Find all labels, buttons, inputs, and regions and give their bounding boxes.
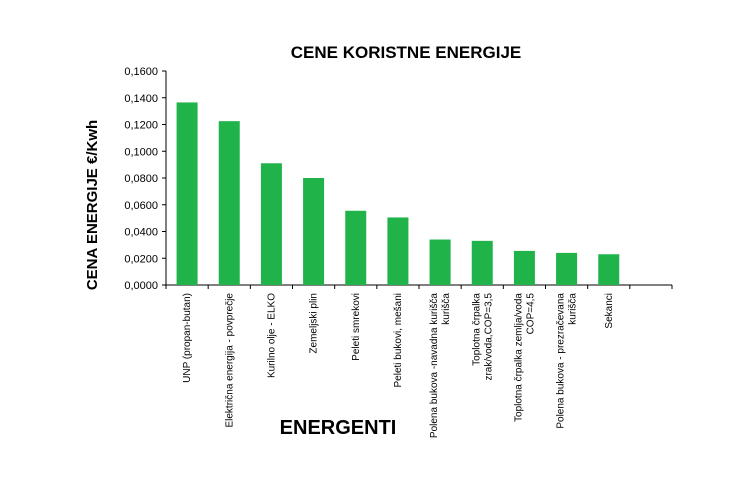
- x-tick-label: Zemeljski plin: [309, 293, 320, 354]
- bar: [303, 178, 325, 285]
- y-tick-label: 0,1200: [124, 120, 158, 132]
- bar: [471, 240, 493, 285]
- x-tick-label: Peleti bukovi, mešani: [393, 293, 404, 388]
- bar: [176, 102, 198, 286]
- bar: [556, 252, 578, 285]
- y-tick-label: 0,0800: [124, 173, 158, 185]
- y-tick-label: 0,0400: [124, 227, 158, 239]
- bar: [513, 250, 535, 285]
- x-tick-label: Kurilno olje - ELKO: [266, 293, 277, 378]
- x-tick-label: Polena bukova - prezračevana: [556, 293, 567, 429]
- x-tick-label: Sekanci: [604, 293, 615, 329]
- y-tick-label: 0,0600: [124, 200, 158, 212]
- y-axis-title: CENA ENERGIJE €/Kwh: [84, 120, 101, 290]
- bar: [387, 217, 409, 285]
- y-tick-labels: 0,0000 0,0200 0,0400 0,0600 0,0800 0,1000 0,12…: [124, 66, 158, 292]
- y-tick-label: 0,0200: [124, 253, 158, 265]
- y-tick-label: 0,0000: [124, 280, 158, 292]
- chart-title: CENE KORISTNE ENERGIJE: [291, 43, 522, 62]
- y-tick-label: 0,1000: [124, 146, 158, 158]
- x-tick-label: UNP (propan-butan): [182, 293, 193, 383]
- x-tick-label: Električna energija - povprečje: [224, 293, 235, 428]
- x-tick-label: kurišča: [441, 293, 452, 325]
- x-tick-label: Peleti smrekovi: [351, 293, 362, 361]
- bar: [345, 210, 367, 285]
- bar: [260, 163, 282, 285]
- x-axis-title: ENERGENTI: [280, 417, 397, 439]
- x-tick-label: kurišča: [568, 293, 579, 325]
- x-tick-label: COP=4,5: [525, 293, 536, 335]
- bars: [176, 102, 620, 286]
- bar: [218, 121, 240, 285]
- x-tick-label: Toplotna črpalka: [471, 293, 482, 366]
- bar: [598, 254, 620, 285]
- x-tick-label: Polena bukova -navadna kurišča: [429, 293, 440, 439]
- axes: [162, 70, 673, 289]
- bar: [429, 239, 451, 285]
- x-tick-label: zrak/voda,COP=3,5: [483, 293, 494, 381]
- x-tick-label: Toplotna črpalka zemlja/voda: [513, 293, 524, 422]
- y-tick-label: 0,1400: [124, 93, 158, 105]
- y-tick-label: 0,1600: [124, 66, 158, 78]
- x-tick-labels: UNP (propan-butan) Električna energija - …: [182, 293, 615, 439]
